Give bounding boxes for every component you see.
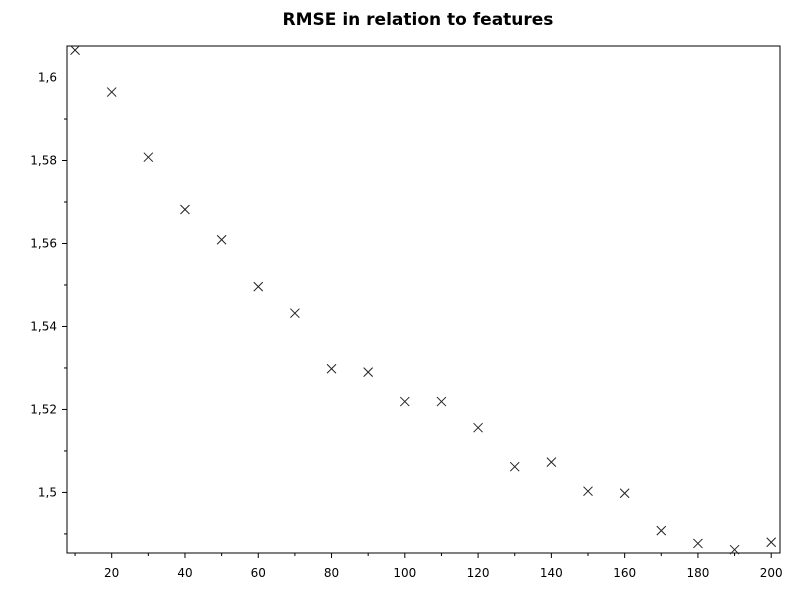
y-tick-label: 1,5 bbox=[38, 485, 57, 499]
x-tick-label: 200 bbox=[760, 566, 783, 580]
data-point bbox=[290, 308, 300, 319]
plot-frame bbox=[66, 45, 781, 554]
x-tick-label: 20 bbox=[104, 566, 119, 580]
data-point bbox=[216, 234, 227, 245]
x-tick-label: 80 bbox=[324, 566, 339, 580]
data-point bbox=[656, 525, 667, 536]
data-point bbox=[363, 367, 374, 377]
data-point bbox=[180, 204, 190, 215]
data-point bbox=[509, 461, 520, 472]
data-point bbox=[70, 45, 80, 56]
y-tick-label: 1,56 bbox=[30, 236, 57, 250]
data-point bbox=[436, 396, 447, 407]
data-point bbox=[253, 281, 264, 292]
y-tick-label: 1,54 bbox=[30, 319, 57, 333]
data-point bbox=[546, 457, 557, 467]
data-point bbox=[729, 544, 740, 555]
data-points bbox=[70, 45, 777, 555]
data-point bbox=[326, 363, 337, 374]
axes bbox=[66, 45, 781, 554]
x-tick-label: 120 bbox=[467, 566, 490, 580]
tick-labels: 20 40 60 80 100 120 140 160 180 200 1,5 1,52 1,54 1,5… bbox=[30, 71, 782, 580]
chart-title: RMSE in relation to features bbox=[282, 10, 554, 30]
y-tick-label: 1,52 bbox=[30, 402, 57, 416]
x-tick-label: 140 bbox=[540, 566, 563, 580]
data-point bbox=[693, 538, 703, 549]
data-point bbox=[106, 87, 117, 97]
data-point bbox=[473, 422, 483, 433]
x-tick-label: 100 bbox=[393, 566, 416, 580]
x-tick-label: 60 bbox=[251, 566, 266, 580]
data-point bbox=[399, 396, 410, 407]
y-tick-label: 1,6 bbox=[38, 71, 57, 85]
data-point bbox=[143, 152, 154, 163]
data-point bbox=[766, 537, 777, 548]
tick-marks bbox=[62, 118, 772, 558]
data-point bbox=[583, 486, 593, 497]
x-tick-label: 180 bbox=[686, 566, 709, 580]
x-tick-label: 40 bbox=[177, 566, 192, 580]
y-tick-label: 1,58 bbox=[30, 154, 57, 168]
x-tick-label: 160 bbox=[613, 566, 636, 580]
data-point bbox=[619, 488, 630, 499]
